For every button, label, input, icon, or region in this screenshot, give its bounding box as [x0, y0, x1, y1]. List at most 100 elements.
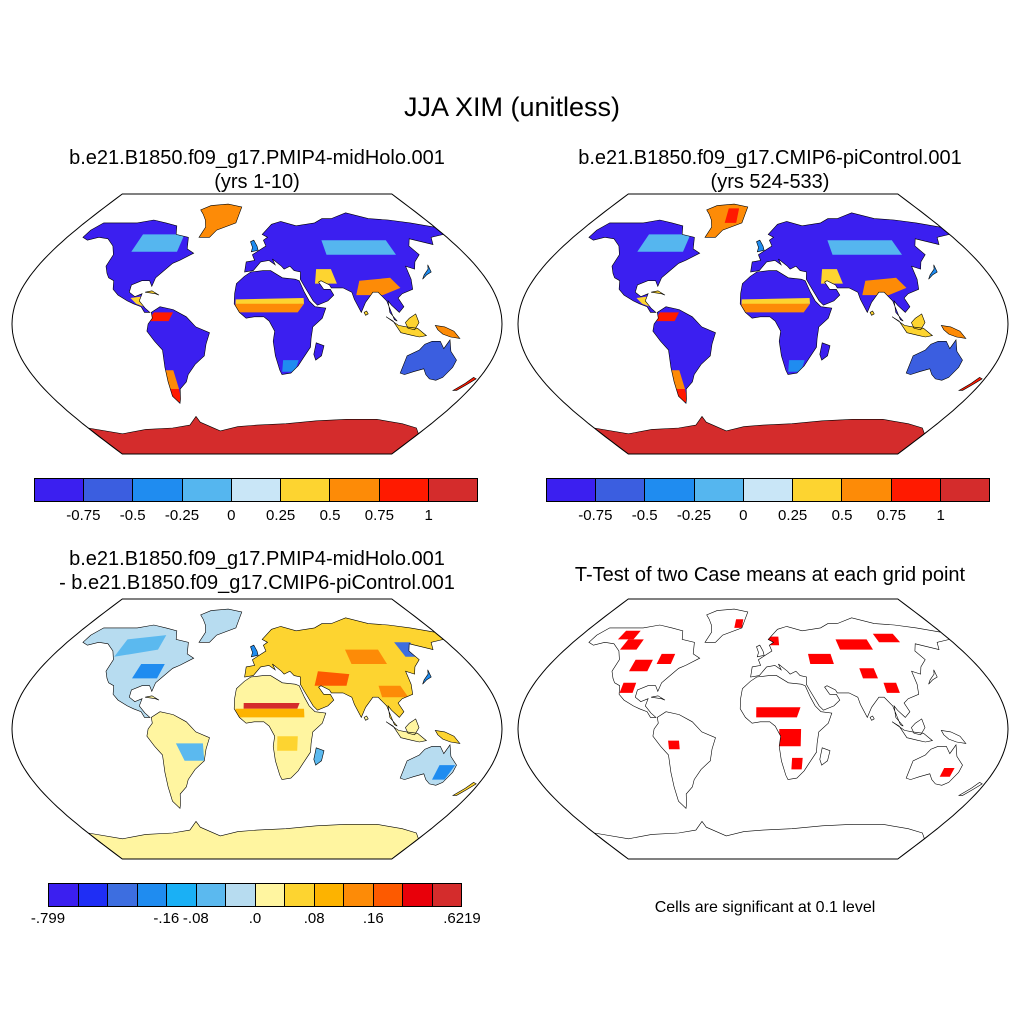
colorbar-swatch: [793, 479, 843, 501]
land-region: [405, 718, 419, 735]
coastline: [940, 730, 967, 744]
colorbar-swatch: [432, 884, 461, 906]
panel-3-title: b.e21.B1850.f09_g17.PMIP4-midHolo.001 - …: [12, 547, 502, 595]
significant-cells: [620, 639, 644, 650]
significant-cells: [656, 653, 676, 664]
coastline: [928, 264, 938, 280]
coastline: [363, 715, 369, 721]
coastline: [250, 644, 259, 658]
land-region: [244, 617, 444, 727]
coastline: [819, 747, 831, 766]
colorbar-panel-3: [48, 883, 462, 907]
colorbar-swatch: [694, 479, 744, 501]
colorbar-swatch: [108, 884, 138, 906]
land-region: [594, 416, 925, 454]
colorbar-swatch: [379, 479, 429, 501]
coastline: [198, 203, 243, 238]
land-region: [906, 339, 963, 381]
colorbar-swatch: [842, 479, 892, 501]
land-region: [88, 416, 419, 454]
coastline: [385, 721, 428, 743]
colorbar-swatch: [226, 884, 256, 906]
significant-cells: [668, 740, 680, 750]
land-region: [199, 609, 242, 643]
colorbar-tick-label: -0.25: [676, 507, 712, 524]
colorbar-tick-label: 0.25: [266, 507, 296, 524]
field-patch: [148, 312, 173, 322]
colorbar-swatch: [344, 884, 374, 906]
map-border: [11, 598, 503, 860]
coastline: [233, 675, 327, 780]
coastline: [145, 695, 160, 701]
field-patch: [788, 360, 805, 372]
panel-1-map: [11, 193, 503, 455]
colorbar-swatch: [547, 479, 597, 501]
panel-3-title-line1: b.e21.B1850.f09_g17.PMIP4-midHolo.001: [69, 548, 445, 570]
colorbar-panel-2-ticks: -0.75 -0.5 -0.25 0 0.25 0.5 0.75 1: [546, 507, 990, 527]
field-patch: [741, 298, 810, 304]
panel-4-map: [517, 598, 1009, 860]
field-patch: [114, 635, 167, 657]
panel-3-map: [11, 598, 503, 860]
field-patch: [378, 685, 409, 698]
field-patch: [132, 664, 165, 679]
coastline: [652, 306, 716, 405]
colorbar-swatch: [133, 479, 183, 501]
coastline: [928, 669, 938, 685]
land-region: [740, 270, 832, 375]
significant-cells: [859, 668, 878, 679]
colorbar-tick-label: 1: [936, 507, 945, 524]
colorbar-swatch: [330, 479, 380, 501]
colorbar-tick-label: 0.75: [876, 507, 906, 524]
coastline: [739, 675, 833, 780]
coastline: [869, 715, 875, 721]
significant-cells: [808, 653, 834, 664]
panel-2-map: [517, 193, 1009, 455]
colorbar-swatch: [35, 479, 85, 501]
panel-1-title: b.e21.B1850.f09_g17.PMIP4-midHolo.001 (y…: [12, 146, 502, 194]
land-region: [941, 325, 966, 339]
significant-cells: [619, 682, 637, 693]
colorbar-swatch: [314, 884, 344, 906]
field-patch: [637, 234, 691, 252]
coastline: [588, 624, 701, 718]
coastline: [82, 624, 195, 718]
coastline: [869, 310, 875, 316]
field-patch: [821, 269, 843, 284]
field-patch: [282, 360, 299, 372]
colorbar-tick-label: 0.75: [364, 507, 394, 524]
coastline: [739, 270, 833, 375]
coastline: [651, 695, 666, 701]
coastline: [434, 325, 461, 339]
land-region: [146, 711, 210, 809]
land-region: [422, 264, 432, 280]
coastline: [750, 617, 951, 727]
colorbar-tick-label: -.799: [30, 910, 66, 927]
land-region: [435, 325, 460, 339]
significant-cells: [835, 639, 873, 650]
land-region: [199, 204, 242, 238]
colorbar-tick-label: 0.25: [778, 507, 808, 524]
significant-cells: [734, 619, 744, 628]
coastline: [819, 342, 831, 361]
colorbar-swatch: [940, 479, 989, 501]
panel-3-title-line2: - b.e21.B1850.f09_g17.CMIP6-piControl.00…: [59, 572, 455, 594]
land-region: [435, 730, 460, 744]
colorbar-swatch: [49, 884, 79, 906]
coastline: [891, 316, 934, 338]
colorbar-tick-label: 0: [739, 507, 748, 524]
colorbar-tick-label: -0.75: [578, 507, 613, 524]
coastline: [88, 415, 419, 454]
colorbar-tick-label: -.08: [182, 910, 209, 927]
coastline: [399, 339, 457, 381]
coastline: [911, 718, 926, 736]
coastline: [756, 644, 765, 658]
coastline: [405, 313, 420, 331]
land-region: [400, 339, 457, 381]
coastline: [233, 270, 327, 375]
field-patch: [827, 240, 902, 255]
colorbar-tick-label: 0.5: [831, 507, 853, 524]
colorbar-swatch: [596, 479, 646, 501]
significant-cells: [629, 659, 653, 672]
colorbar-swatch: [255, 884, 285, 906]
